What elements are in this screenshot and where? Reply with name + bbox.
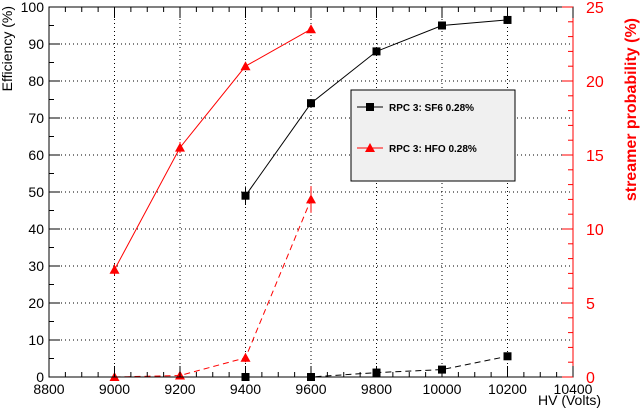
- tick-labels: 8800 9000 9200 9400 9600 9800 10000 10200 104000…: [21, 0, 604, 397]
- legend: RPC 3: SF6 0.28% RPC 3: HFO 0.28%: [350, 89, 516, 182]
- data-point-triangle: [240, 61, 251, 71]
- data-point-triangle: [175, 142, 185, 152]
- data-point-triangle: [306, 24, 316, 34]
- x-tick-label: 9200: [164, 381, 195, 397]
- legend-box: [350, 89, 516, 182]
- y-left-tick-label: 80: [28, 73, 44, 89]
- data-point-square: [438, 21, 446, 30]
- data-point-square: [241, 191, 250, 200]
- ticks: [48, 6, 574, 378]
- y-left-tick-label: 70: [28, 110, 44, 126]
- series-efficiency-0: [241, 15, 512, 205]
- y-left-tick-label: 10: [28, 332, 44, 348]
- x-tick-label: 9000: [99, 381, 130, 397]
- data-point-triangle: [306, 194, 316, 204]
- x-tick-label: 10000: [423, 381, 462, 397]
- right-axis-title: streamer probability (%): [623, 18, 640, 201]
- y-left-tick-label: 30: [28, 258, 44, 274]
- data-point-triangle: [109, 264, 120, 274]
- y-left-tick-label: 20: [28, 295, 44, 311]
- y-left-tick-label: 90: [28, 36, 44, 52]
- y-left-tick-label: 100: [21, 0, 45, 15]
- y-right-tick-label: 10: [586, 222, 604, 239]
- x-axis-title: HV (Volts): [538, 392, 601, 408]
- series-efficiency-1: [109, 24, 316, 276]
- data-point-square: [307, 99, 315, 108]
- y-left-tick-label: 50: [28, 184, 44, 200]
- data-point-square: [372, 47, 381, 56]
- y-left-tick-label: 60: [28, 147, 44, 163]
- y-left-tick-label: 0: [36, 369, 44, 385]
- y-right-tick-label: 0: [586, 370, 595, 387]
- y-right-tick-label: 5: [586, 296, 595, 313]
- y-right-tick-label: 15: [586, 148, 604, 165]
- x-tick-label: 10400: [554, 381, 593, 397]
- x-tick-label: 8800: [33, 381, 64, 397]
- y-right-tick-label: 20: [586, 74, 604, 91]
- legend-label-hfo: RPC 3: HFO 0.28%: [389, 144, 477, 155]
- x-tick-label: 9600: [295, 381, 326, 397]
- legend-marker-sf6: [366, 103, 374, 111]
- y-right-tick-label: 25: [586, 0, 604, 17]
- data-point-square: [503, 352, 512, 361]
- series-line: [114, 28, 312, 270]
- legend-marker-hfo: [365, 143, 375, 152]
- left-axis-title: Efficiency (%): [0, 6, 15, 91]
- legend-label-sf6: RPC 3: SF6 0.28%: [389, 103, 474, 114]
- data-point-square: [503, 15, 512, 24]
- x-tick-label: 10200: [488, 381, 527, 397]
- x-tick-label: 9400: [230, 381, 261, 397]
- x-tick-label: 9800: [361, 381, 392, 397]
- data-point-triangle: [240, 352, 251, 362]
- y-left-tick-label: 40: [28, 221, 44, 237]
